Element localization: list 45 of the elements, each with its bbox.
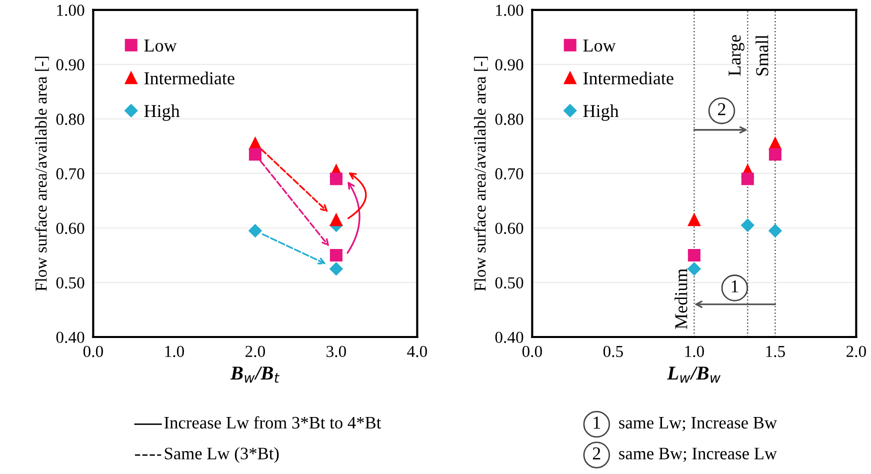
legend-label: Low [583,40,616,52]
y-tick-label: 0.80 [56,114,84,125]
x-tick-label: 0.0 [522,346,542,358]
y-tick-label: 0.50 [495,277,524,289]
y-tick-label: 0.70 [495,168,524,180]
y-tick-label: 0.80 [495,114,524,125]
x-tick-label: 1.0 [165,346,184,358]
y-axis-title: Flow surface area/available area [-] [474,56,488,291]
y-axis-title: Flow surface area/available area [-] [34,56,49,291]
annotation: 1 [732,280,738,292]
y-tick-label: 0.90 [495,59,524,70]
y-tick-label: 0.60 [495,222,524,234]
x-tick-label: 3.0 [326,346,346,358]
x-tick-label: 0.5 [603,346,623,358]
text: same Bw; Increase Lw [619,448,777,462]
y-tick-label: 0.70 [56,168,84,180]
y-tick-label: 1.00 [57,4,84,16]
y-tick-label: 0.40 [56,332,84,344]
y-tick-label: 0.50 [56,277,84,289]
x-axis-title: B$_{w}$/B$_{t}$ [230,366,280,383]
y-tick-label: 0.90 [56,59,84,70]
x-tick-label: 2.0 [246,346,265,358]
legend-label: Intermediate [583,72,674,84]
x-tick-label: 4.0 [407,346,427,358]
x-tick-label: 0.0 [83,346,103,358]
x-axis-title: L$_{w}$/B$_{w}$ [667,366,721,383]
legend-label: Intermediate [144,72,234,84]
y-tick-label: 0.60 [56,222,84,234]
y-tick-label: 1.00 [496,4,524,16]
text: Same Lw (3*Bt) [164,447,279,463]
x-tick-label: 1.5 [766,346,785,358]
y-tick-label: 0.40 [495,332,524,344]
text: Increase Lw from 3*Bt to 4*Bt [164,416,382,429]
legend-label: High [583,104,619,121]
legend-label: Low [144,40,177,52]
x-tick-label: 2.0 [846,346,866,358]
text: same Lw; Increase Bw [619,417,777,432]
ref-line-label: Large [728,35,744,76]
x-tick-label: 1.0 [685,346,704,358]
ref-line-label: Medium [674,268,688,329]
ref-line-label: Small [756,34,768,76]
text: 1 [594,416,600,429]
text: 2 [592,447,600,460]
annotation: 2 [718,103,726,116]
legend-label: High [144,104,180,121]
